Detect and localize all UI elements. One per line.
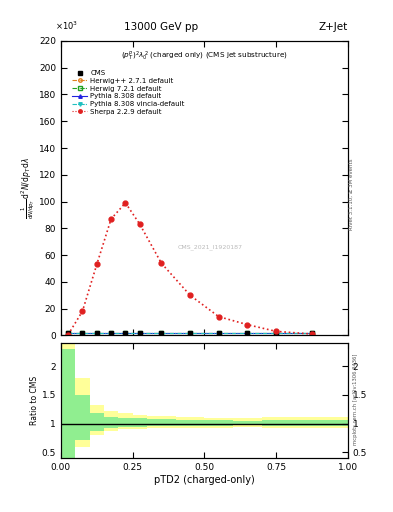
Y-axis label: $\frac{1}{\mathrm{d}N/\mathrm{d}p_T}\,\mathrm{d}^2N/\mathrm{d}p_T\,\mathrm{d}\la: $\frac{1}{\mathrm{d}N/\mathrm{d}p_T}\,\m… <box>19 157 36 219</box>
Text: $(p_T^p)^2\lambda_0^{\,2}$ (charged only) (CMS jet substructure): $(p_T^p)^2\lambda_0^{\,2}$ (charged only… <box>121 50 288 63</box>
X-axis label: pTD2 (charged-only): pTD2 (charged-only) <box>154 475 255 485</box>
Y-axis label: Ratio to CMS: Ratio to CMS <box>30 376 39 425</box>
Text: Z+Jet: Z+Jet <box>319 22 348 32</box>
Text: 13000 GeV pp: 13000 GeV pp <box>124 22 198 32</box>
Text: $\times 10^3$: $\times 10^3$ <box>55 20 78 32</box>
Legend: CMS, Herwig++ 2.7.1 default, Herwig 7.2.1 default, Pythia 8.308 default, Pythia : CMS, Herwig++ 2.7.1 default, Herwig 7.2.… <box>70 67 187 118</box>
Text: CMS_2021_I1920187: CMS_2021_I1920187 <box>178 244 242 250</box>
Text: Rivet 3.1.10, ≥ 3M events: Rivet 3.1.10, ≥ 3M events <box>349 159 354 230</box>
Text: mcplots.cern.ch [arXiv:1306.3436]: mcplots.cern.ch [arXiv:1306.3436] <box>353 354 358 445</box>
